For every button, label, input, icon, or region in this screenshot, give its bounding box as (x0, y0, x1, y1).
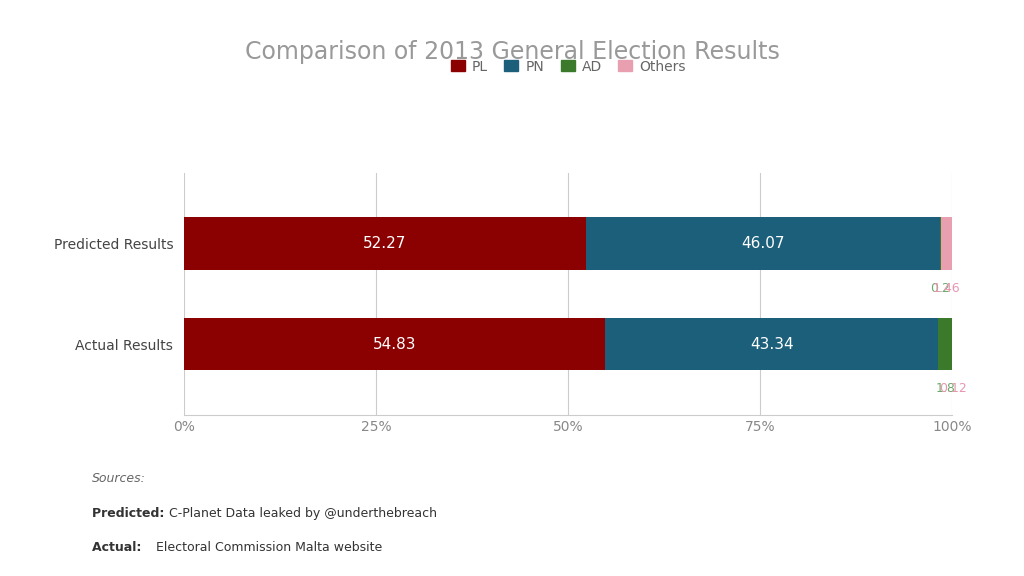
Text: 52.27: 52.27 (364, 236, 407, 251)
Bar (941, 217, 952, 270)
Text: 1.46: 1.46 (933, 282, 961, 295)
Text: 0.2: 0.2 (931, 282, 950, 295)
Bar (184, 217, 586, 270)
Text: 0.12: 0.12 (939, 382, 967, 396)
Bar (586, 217, 940, 270)
Text: Sources:: Sources: (92, 472, 146, 486)
Text: Predicted:: Predicted: (92, 507, 169, 520)
Bar (938, 318, 952, 370)
Text: 46.07: 46.07 (741, 236, 784, 251)
Text: C-Planet Data leaked by @underthebreach: C-Planet Data leaked by @underthebreach (169, 507, 437, 520)
Legend: PL, PN, AD, Others: PL, PN, AD, Others (445, 54, 691, 79)
Text: Comparison of 2013 General Election Results: Comparison of 2013 General Election Resu… (245, 40, 779, 65)
Text: Actual:: Actual: (92, 541, 145, 555)
Text: Electoral Commission Malta website: Electoral Commission Malta website (156, 541, 382, 555)
Bar (184, 318, 605, 370)
Bar (605, 318, 938, 370)
Text: 43.34: 43.34 (750, 336, 794, 352)
Text: 1.8: 1.8 (935, 382, 955, 396)
Text: 54.83: 54.83 (373, 336, 417, 352)
Bar (940, 217, 941, 270)
